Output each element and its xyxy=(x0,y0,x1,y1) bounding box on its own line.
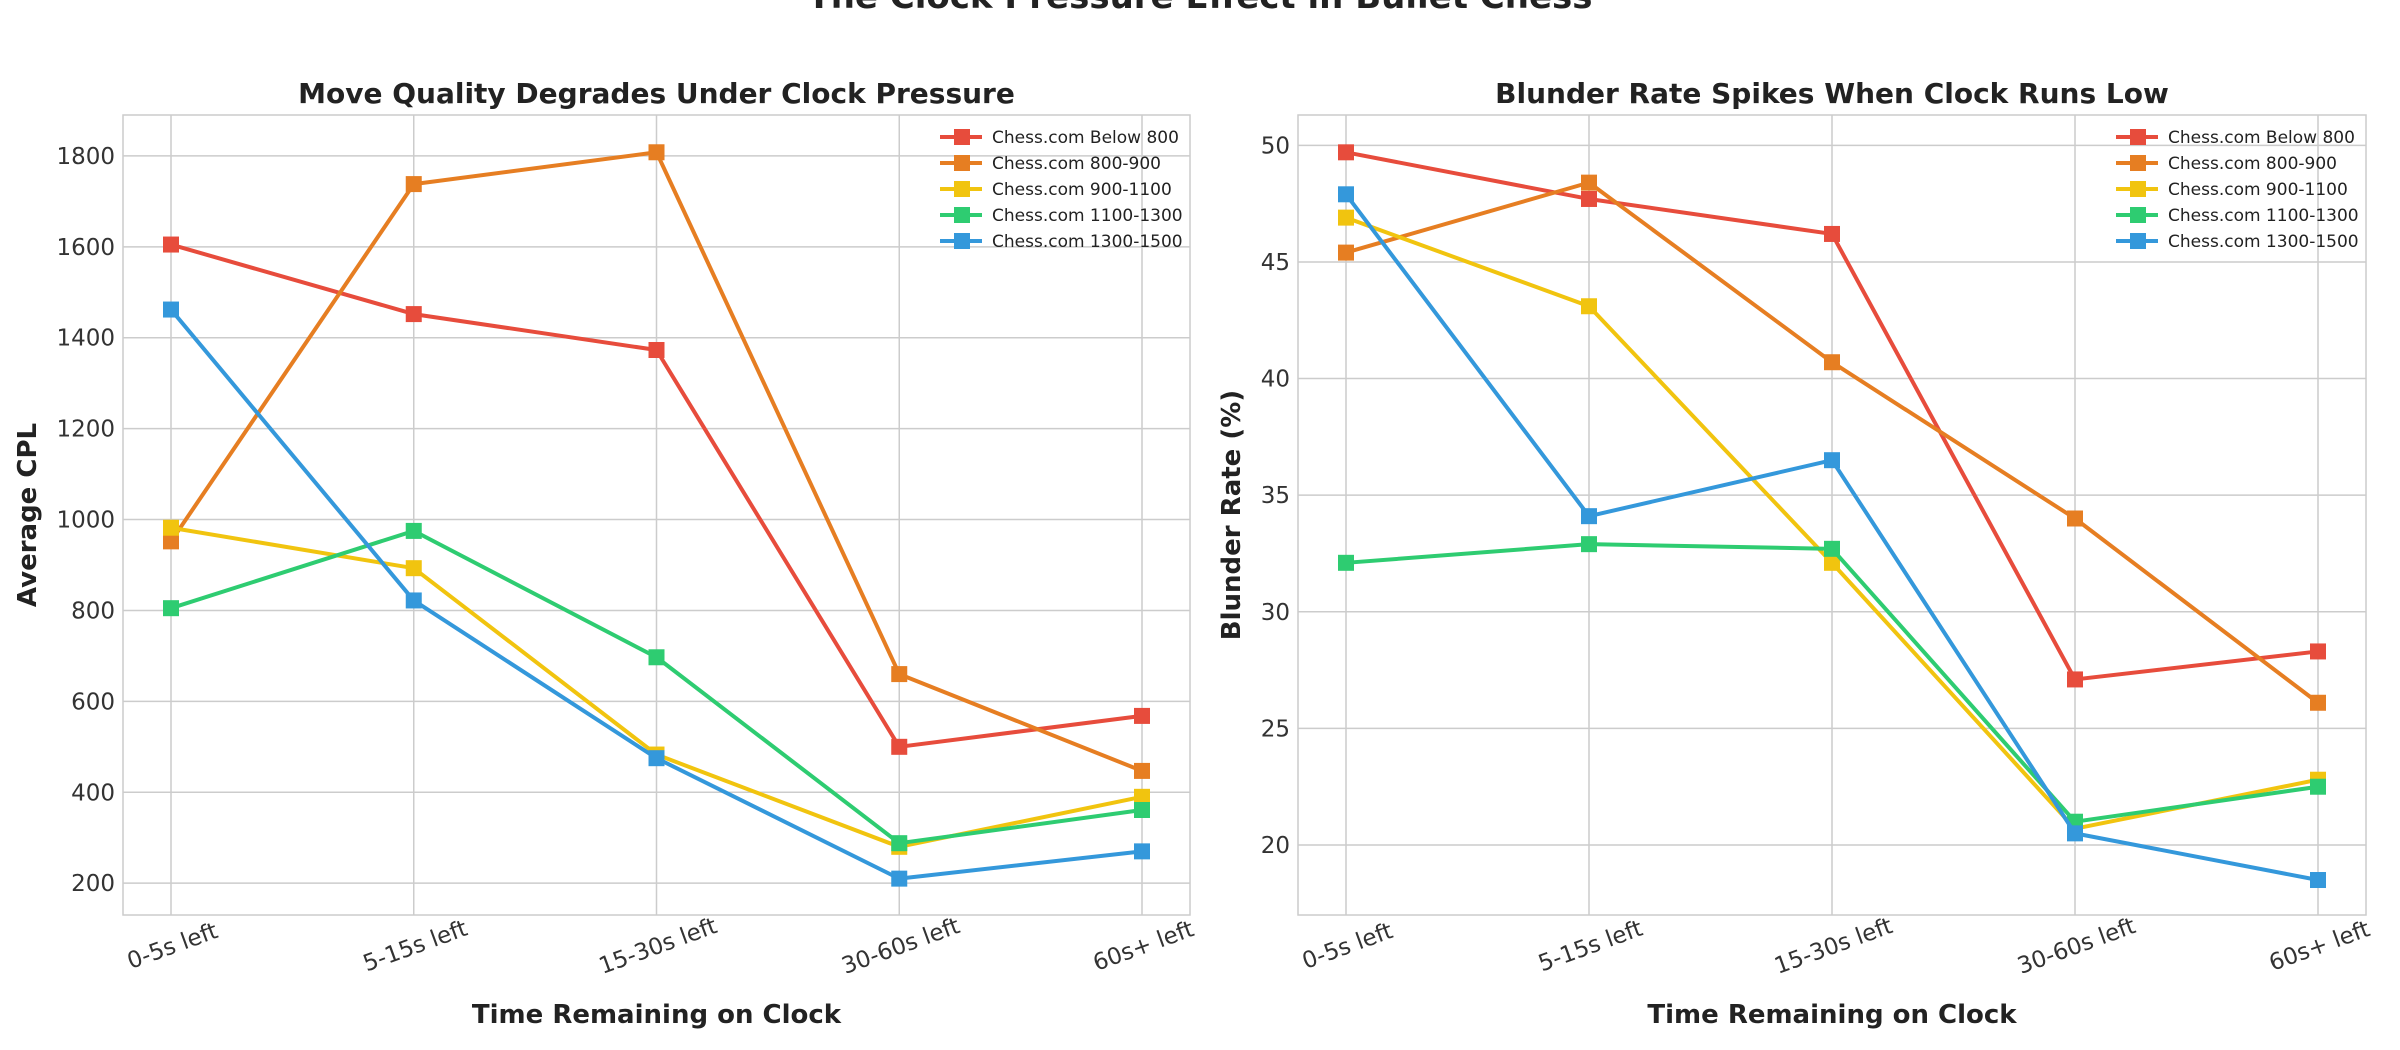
data-point xyxy=(1134,762,1150,779)
x-axis-label: Time Remaining on Clock xyxy=(472,1000,842,1030)
legend-marker xyxy=(2130,207,2146,223)
data-point xyxy=(1338,144,1354,161)
data-point xyxy=(1824,554,1840,571)
data-point xyxy=(1824,225,1840,242)
data-point xyxy=(1581,190,1597,207)
legend-label: Chess.com 1300-1500 xyxy=(992,232,1183,252)
data-point xyxy=(1338,209,1354,226)
y-tick-label: 600 xyxy=(71,689,115,715)
y-axis-label: Blunder Rate (%) xyxy=(1217,390,1247,640)
data-point xyxy=(648,144,665,161)
y-tick-label: 35 xyxy=(1261,483,1290,509)
data-point xyxy=(891,738,908,755)
data-point xyxy=(1581,174,1597,191)
legend-label: Chess.com 800-900 xyxy=(992,154,1161,174)
figure-title: The Clock Pressure Effect in Bullet Ches… xyxy=(808,0,1593,17)
y-tick-label: 1800 xyxy=(56,144,115,170)
legend-marker xyxy=(2130,129,2146,145)
data-point xyxy=(2067,510,2083,527)
data-point xyxy=(1134,843,1150,860)
data-point xyxy=(1134,788,1150,805)
data-point xyxy=(648,649,665,666)
legend-label: Chess.com 900-1100 xyxy=(2168,180,2348,200)
data-point xyxy=(2310,872,2326,889)
y-tick-label: 1200 xyxy=(56,417,115,443)
data-point xyxy=(648,750,665,767)
legend-label: Chess.com 1100-1300 xyxy=(992,206,1183,226)
data-point xyxy=(1824,354,1840,371)
data-point xyxy=(1581,536,1597,553)
data-point xyxy=(405,176,422,193)
data-point xyxy=(1134,802,1150,818)
data-point xyxy=(2310,643,2326,660)
y-tick-label: 50 xyxy=(1261,133,1290,159)
data-point xyxy=(163,519,179,536)
data-point xyxy=(163,600,179,617)
data-point xyxy=(891,835,908,852)
legend-marker xyxy=(954,207,970,223)
legend-label: Chess.com Below 800 xyxy=(992,128,1179,148)
data-point xyxy=(163,533,179,550)
data-point xyxy=(891,666,908,683)
data-point xyxy=(891,870,908,887)
y-tick-label: 1000 xyxy=(56,508,115,534)
data-point xyxy=(1824,452,1840,469)
data-point xyxy=(1581,508,1597,525)
legend-label: Chess.com 1300-1500 xyxy=(2168,232,2359,252)
y-tick-label: 200 xyxy=(71,871,115,897)
data-point xyxy=(648,342,665,358)
chart-title: Move Quality Degrades Under Clock Pressu… xyxy=(298,77,1015,110)
plot-frame xyxy=(122,114,1191,916)
legend-label: Chess.com 1100-1300 xyxy=(2168,206,2359,226)
data-point xyxy=(1338,186,1354,203)
legend-marker xyxy=(954,181,970,197)
data-point xyxy=(2067,671,2083,688)
x-axis-label: Time Remaining on Clock xyxy=(1647,1000,2017,1030)
legend-marker xyxy=(954,233,970,249)
y-tick-label: 400 xyxy=(71,780,115,806)
y-tick-label: 25 xyxy=(1261,716,1290,742)
data-point xyxy=(405,306,422,323)
data-point xyxy=(2310,694,2326,711)
data-point xyxy=(1338,244,1354,261)
legend-marker xyxy=(2130,155,2146,171)
data-point xyxy=(163,301,179,318)
y-axis-label: Average CPL xyxy=(13,423,43,607)
y-tick-label: 800 xyxy=(71,598,115,624)
legend-marker xyxy=(2130,233,2146,249)
legend-label: Chess.com 900-1100 xyxy=(992,180,1172,200)
y-tick-label: 1400 xyxy=(56,326,115,352)
data-point xyxy=(405,592,422,609)
data-point xyxy=(1581,298,1597,315)
chart-title: Blunder Rate Spikes When Clock Runs Low xyxy=(1495,77,2169,110)
y-tick-label: 45 xyxy=(1261,250,1290,276)
data-point xyxy=(1338,554,1354,571)
data-point xyxy=(163,236,179,253)
legend-marker xyxy=(954,155,970,171)
legend-label: Chess.com Below 800 xyxy=(2168,128,2355,148)
data-point xyxy=(2067,825,2083,842)
y-tick-label: 30 xyxy=(1261,600,1290,626)
y-tick-label: 20 xyxy=(1261,833,1290,859)
legend-marker xyxy=(2130,181,2146,197)
data-point xyxy=(2310,778,2326,795)
legend-label: Chess.com 800-900 xyxy=(2168,154,2337,174)
data-point xyxy=(1824,540,1840,557)
legend-marker xyxy=(954,129,970,145)
data-point xyxy=(1134,707,1150,724)
y-tick-label: 40 xyxy=(1261,367,1290,393)
data-point xyxy=(405,560,422,577)
y-tick-label: 1600 xyxy=(56,235,115,261)
plot-frame xyxy=(1297,114,2367,916)
data-point xyxy=(405,522,422,539)
